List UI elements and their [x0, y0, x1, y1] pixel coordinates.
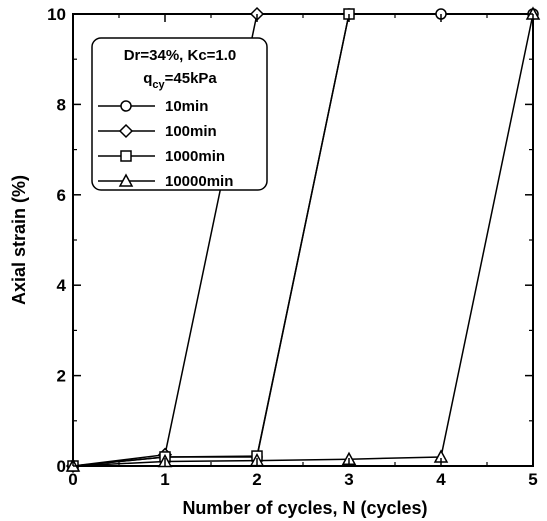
legend-header-value: =45kPa	[165, 70, 218, 87]
legend-marker-10min	[120, 100, 132, 112]
legend: Dr=34%, Kc=1.0 qcy=45kPa 10min 100min 1000…	[91, 37, 268, 191]
series-line-1000min	[72, 13, 350, 467]
y-tick-label: 4	[57, 276, 67, 295]
legend-entries: 10min 100min 1000min 10000min	[98, 98, 233, 190]
legend-entry-10000min: 10000min	[98, 173, 233, 190]
legend-marker-100min	[118, 123, 134, 139]
x-tick-label: 2	[252, 470, 261, 489]
x-tick-label: 3	[344, 470, 353, 489]
legend-header-line2: qcy=45kPa	[143, 70, 217, 91]
legend-header-q: q	[143, 70, 152, 87]
x-tick-label: 4	[436, 470, 446, 489]
legend-header-line1: Dr=34%, Kc=1.0	[124, 47, 237, 64]
y-axis-title: Axial strain (%)	[9, 175, 29, 305]
y-tick-label: 8	[57, 95, 66, 114]
legend-entry-100min: 100min	[98, 123, 217, 140]
y-tick-label: 6	[57, 186, 66, 205]
legend-entry-1000min: 1000min	[98, 148, 225, 165]
series-line-10000min	[72, 13, 534, 467]
y-tick-label: 0	[57, 457, 66, 476]
legend-marker-1000min	[120, 150, 132, 162]
axes-layer: 0 1 2 3 4 5 0 2 4 6 8 10	[47, 5, 538, 489]
x-tick-label: 0	[68, 470, 77, 489]
legend-marker-10000min	[118, 173, 134, 187]
y-tick-label: 10	[47, 5, 66, 24]
legend-box	[91, 37, 268, 191]
x-axis-title: Number of cycles, N (cycles)	[182, 498, 427, 518]
legend-entry-10min: 10min	[98, 98, 208, 115]
legend-label-1000min: 1000min	[165, 148, 225, 165]
y-tick-label: 2	[57, 367, 66, 386]
legend-label-100min: 100min	[165, 123, 217, 140]
x-tick-label: 1	[160, 470, 169, 489]
legend-label-10000min: 10000min	[165, 173, 233, 190]
x-tick-label: 5	[528, 470, 537, 489]
legend-label-10min: 10min	[165, 98, 208, 115]
legend-header-sub: cy	[152, 79, 165, 91]
